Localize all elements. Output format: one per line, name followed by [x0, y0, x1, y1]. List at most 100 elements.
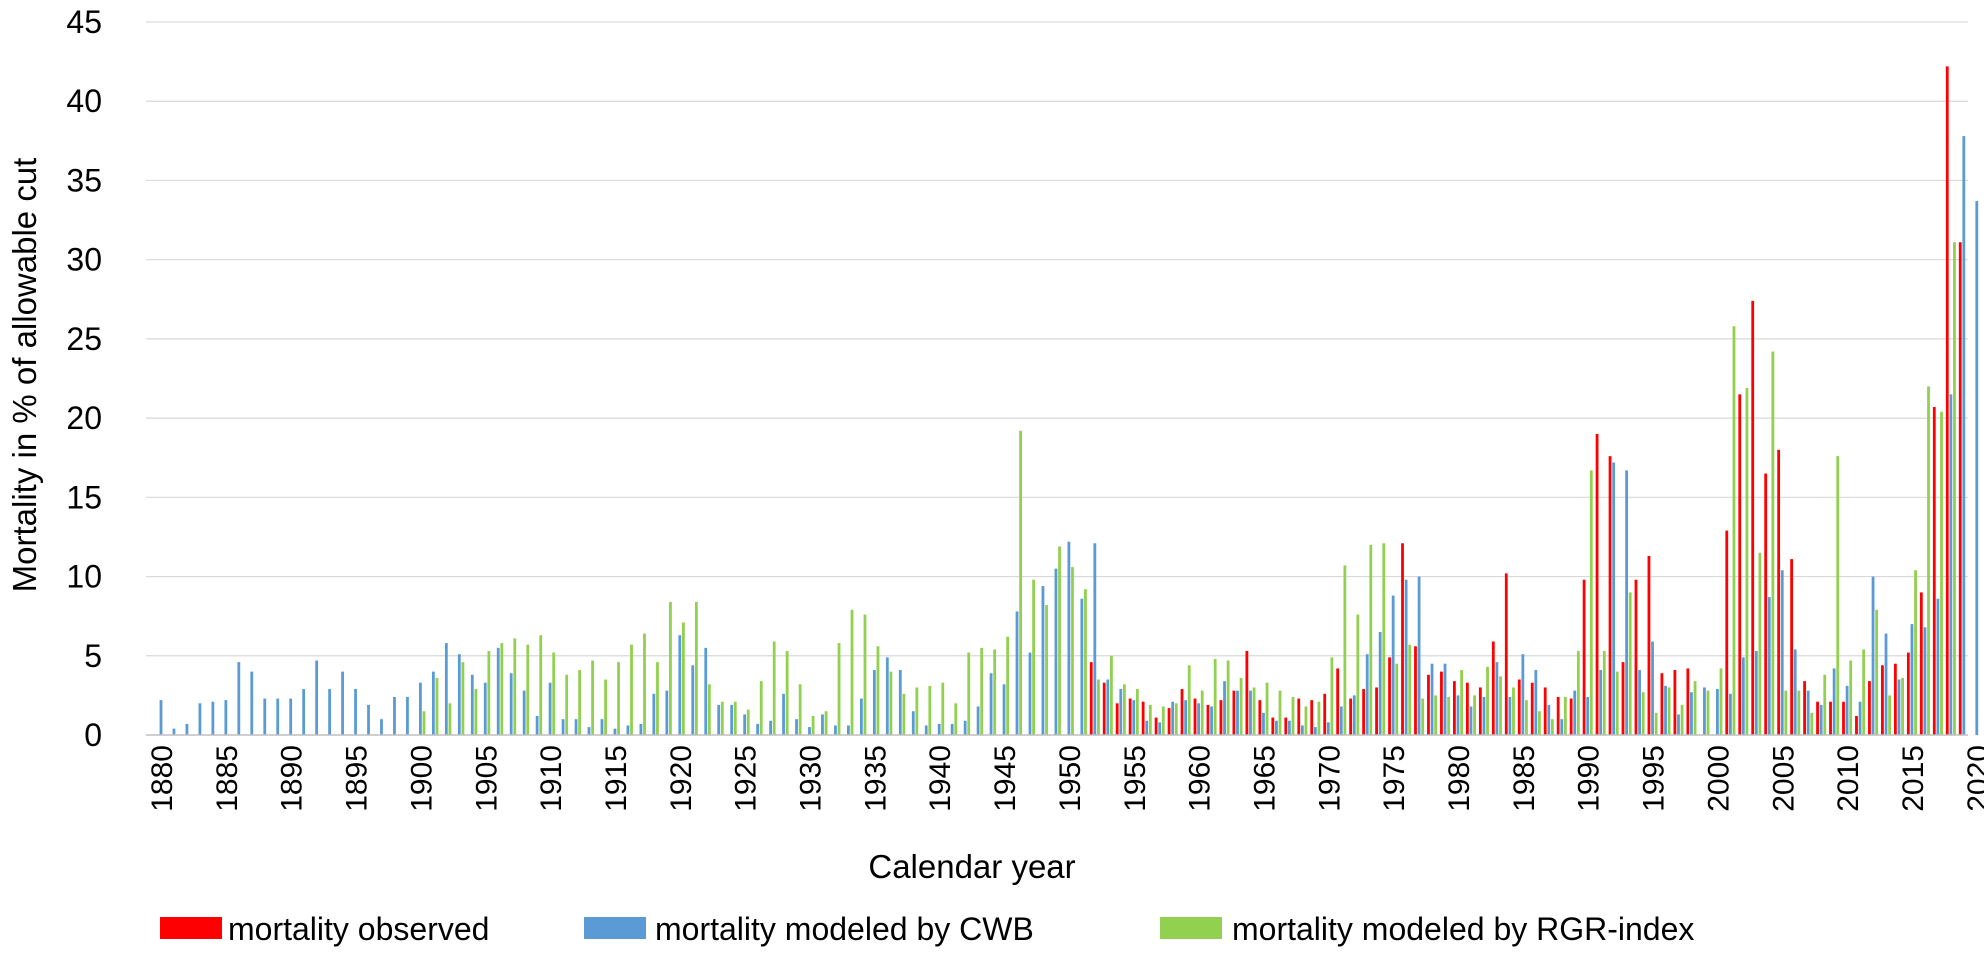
bar-cwb	[561, 719, 565, 735]
bar-cwb	[1002, 684, 1006, 735]
bar-rgr	[1706, 690, 1710, 735]
bar-cwb	[1145, 720, 1149, 735]
bar-rgr	[1680, 704, 1684, 735]
bar-rgr	[1032, 579, 1035, 735]
bar-cwb	[1482, 696, 1486, 735]
bar-observed	[1829, 701, 1832, 735]
y-tick-label: 30	[66, 242, 102, 278]
bar-cwb	[1404, 579, 1408, 735]
bar-observed	[1414, 646, 1417, 735]
bar-cwb	[963, 720, 967, 735]
bar-cwb	[535, 715, 539, 735]
bar-cwb	[548, 682, 552, 735]
bar-cwb	[1443, 663, 1447, 735]
bar-cwb	[1171, 701, 1175, 735]
bar-cwb	[639, 723, 643, 735]
bar-cwb	[1521, 654, 1525, 735]
bar-cwb	[1262, 712, 1265, 735]
bar-rgr	[682, 622, 685, 735]
bar-observed	[1855, 715, 1858, 735]
legend-label-observed: mortality observed	[228, 911, 489, 947]
bar-rgr	[1330, 657, 1334, 735]
bar-observed	[1453, 681, 1456, 735]
bar-cwb	[1469, 706, 1473, 735]
bar-cwb	[198, 703, 202, 735]
bar-rgr	[1447, 696, 1451, 735]
bar-observed	[1115, 703, 1119, 735]
bar-rgr	[1888, 695, 1892, 735]
x-tick-label: 1925	[730, 745, 763, 812]
bar-rgr	[1836, 456, 1840, 735]
bar-rgr	[1641, 692, 1645, 735]
bar-rgr	[811, 715, 815, 735]
bar-observed	[1427, 674, 1430, 735]
bar-observed	[1401, 543, 1404, 735]
bar-cwb	[652, 693, 656, 735]
bar-rgr	[915, 687, 919, 735]
bar-cwb	[872, 670, 876, 735]
bar-observed	[1517, 679, 1521, 735]
bar-observed	[1530, 682, 1534, 735]
y-tick-label: 20	[66, 400, 102, 436]
x-tick-label: 1920	[665, 745, 698, 812]
bar-rgr	[1408, 644, 1412, 735]
bar-cwb	[821, 714, 824, 735]
x-tick-label: 1950	[1054, 745, 1087, 812]
bar-cwb	[1975, 201, 1979, 736]
y-tick-label: 35	[66, 162, 102, 198]
x-tick-label: 1905	[470, 745, 503, 812]
bar-rgr	[422, 711, 426, 735]
bar-cwb	[600, 719, 604, 735]
bar-cwb	[1378, 632, 1382, 735]
bar-observed	[1465, 682, 1469, 735]
bar-rgr	[1278, 690, 1282, 735]
bar-cwb	[1936, 598, 1940, 735]
bar-rgr	[1901, 677, 1904, 735]
x-tick-label: 2015	[1897, 745, 1930, 812]
bar-observed	[1881, 665, 1884, 735]
bar-cwb	[1495, 662, 1499, 735]
bar-rgr	[435, 677, 439, 735]
bar-cwb	[1158, 722, 1162, 735]
y-tick-label: 10	[66, 559, 102, 595]
bar-cwb	[1275, 720, 1278, 735]
bar-observed	[1491, 641, 1495, 735]
bar-observed	[1206, 704, 1210, 735]
bar-cwb	[1015, 611, 1019, 735]
legend-swatch-rgr	[1160, 917, 1222, 939]
bar-rgr	[1045, 605, 1048, 735]
y-tick-label: 40	[66, 83, 102, 119]
bar-observed	[1634, 579, 1638, 735]
legend: mortality observed mortality modeled by …	[160, 911, 1694, 947]
bar-rgr	[1745, 388, 1749, 735]
bar-cwb	[898, 670, 902, 735]
bar-cwb	[354, 689, 357, 735]
bar-cwb	[483, 682, 487, 735]
bar-rgr	[1927, 386, 1930, 735]
bar-observed	[1128, 698, 1132, 735]
bar-rgr	[1252, 687, 1256, 735]
bar-cwb	[847, 725, 850, 735]
bar-rgr	[1732, 326, 1736, 735]
bar-observed	[1673, 670, 1677, 735]
bar-observed	[1738, 394, 1742, 735]
bar-rgr	[1058, 546, 1061, 735]
x-tick-label: 1935	[859, 745, 892, 812]
bar-rgr	[1369, 544, 1373, 735]
x-tick-label: 1890	[276, 745, 309, 812]
bar-rgr	[656, 662, 659, 735]
bar-rgr	[1356, 614, 1360, 735]
x-axis-title: Calendar year	[868, 848, 1075, 885]
bar-rgr	[837, 643, 841, 735]
bar-observed	[1089, 662, 1093, 735]
bar-rgr	[500, 643, 504, 735]
bar-observed	[1945, 66, 1949, 736]
bar-cwb	[1028, 652, 1032, 735]
bar-observed	[1686, 668, 1690, 735]
bar-cwb	[1793, 649, 1797, 735]
bar-cwb	[1664, 685, 1667, 735]
bar-cwb	[1949, 394, 1953, 735]
bar-cwb	[509, 673, 513, 735]
bar-cwb	[1884, 633, 1888, 735]
